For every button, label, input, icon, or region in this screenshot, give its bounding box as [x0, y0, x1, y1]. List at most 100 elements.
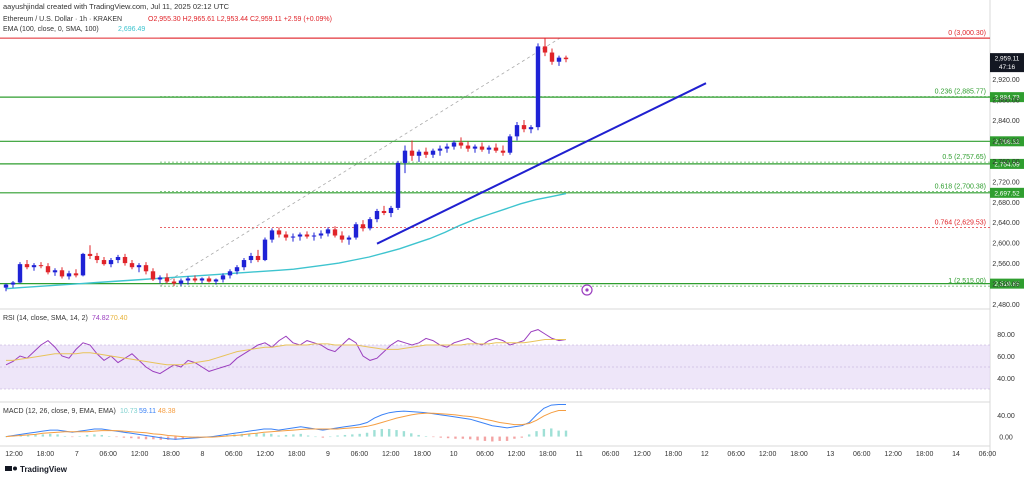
macd-histogram-bar: [255, 433, 258, 437]
time-tick-label: 18:00: [665, 451, 683, 458]
fib-label: 0.618 (2,700.38): [935, 183, 986, 190]
time-tick-label: 12:00: [759, 451, 777, 458]
macd-histogram-bar: [292, 434, 295, 437]
candle-body: [514, 125, 520, 137]
macd-histogram-bar: [130, 436, 133, 439]
time-tick-label: 12:00: [131, 451, 149, 458]
rsi-ma-line: [6, 339, 566, 366]
candle-body: [59, 270, 65, 277]
price-tick-label: 2,880.00: [992, 98, 1019, 105]
ema-legend: EMA (100, close, 0, SMA, 100): [3, 26, 99, 33]
candle-body: [507, 136, 513, 153]
macd-histogram-bar: [63, 436, 67, 437]
macd-histogram-bar: [284, 434, 288, 437]
candle-body: [500, 150, 506, 153]
time-tick-label: 12:00: [256, 451, 274, 458]
macd-histogram-bar: [424, 436, 428, 437]
macd-histogram-bar: [321, 436, 325, 438]
candle-body: [234, 267, 240, 272]
candle-body: [318, 233, 324, 236]
time-tick-label: 18:00: [539, 451, 557, 458]
candle-body: [73, 273, 79, 276]
candle-body: [115, 256, 121, 261]
fib-levels: 0 (3,000.30) 0.236 (2,885.77) 0.5 (2,757.6…: [159, 30, 990, 287]
ema-series: [5, 192, 567, 290]
candle-body: [290, 236, 296, 238]
candle-body: [402, 150, 408, 163]
candle-body: [458, 142, 464, 146]
macd-signal-value: 48.38: [158, 408, 176, 415]
macd-histogram-bar: [343, 434, 347, 437]
trendline: [376, 82, 707, 245]
candle-body: [199, 278, 205, 281]
support-line-badge: [990, 136, 1024, 147]
support-line-label: 2,884.73: [994, 95, 1020, 102]
macd-histogram-bar: [71, 436, 74, 438]
candle-body: [24, 264, 30, 268]
fib-label: 0.236 (2,885.77): [935, 89, 986, 96]
time-tick-label: 9: [326, 451, 330, 458]
macd-histogram-bar: [417, 434, 420, 437]
fib-label: 0 (3,000.30): [948, 30, 986, 37]
candle-body: [143, 265, 149, 272]
macd-signal-line: [5, 410, 566, 438]
macd-histogram-bar: [306, 435, 310, 437]
price-tick-label: 2,920.00: [992, 77, 1019, 84]
fib-label: 1 (2,515.00): [948, 278, 986, 285]
current-price-label: 2,959.11: [995, 56, 1020, 63]
candle-body: [409, 150, 415, 156]
time-tick-label: 06:00: [727, 451, 745, 458]
candle-body: [66, 273, 72, 277]
macd-histogram-bar: [410, 433, 413, 437]
candle-body: [87, 253, 93, 256]
macd-histogram-bar: [542, 428, 546, 437]
candle-body: [521, 125, 527, 130]
rsi-value: 74.82: [92, 315, 110, 322]
candle-body: [10, 282, 16, 285]
candle-body: [416, 151, 422, 156]
macd-histogram-bar: [432, 436, 435, 438]
macd-histogram-bar: [247, 433, 251, 437]
macd-histogram-bar: [461, 436, 465, 439]
support-line-label: 2,798.32: [994, 139, 1020, 146]
macd-histogram-bar: [93, 434, 96, 437]
time-tick-label: 11: [576, 451, 583, 458]
time-tick-label: 12: [701, 451, 709, 458]
macd-histogram-bar: [358, 433, 361, 437]
candle-body: [563, 57, 569, 60]
alert-marker-icon[interactable]: [581, 284, 593, 296]
macd-histogram-bar: [181, 436, 185, 439]
macd-histogram-bar: [535, 431, 538, 437]
candle-body: [542, 46, 548, 53]
rsi-tick-label: 60.00: [997, 354, 1015, 361]
time-tick-label: 06:00: [99, 451, 117, 458]
candle-body: [493, 147, 499, 151]
time-tick-label: 18:00: [162, 451, 180, 458]
candle-body: [360, 224, 366, 229]
time-tick-label: 06:00: [351, 451, 369, 458]
macd-histogram-bar: [483, 436, 487, 441]
macd-histogram-bar: [85, 434, 89, 437]
time-tick-label: 12:00: [382, 451, 400, 458]
candle-body: [535, 46, 541, 128]
candle-body: [276, 230, 282, 235]
support-line-badge: [990, 158, 1024, 169]
rsi-ma-value: 70.40: [110, 315, 128, 322]
macd-histogram-bar: [4, 436, 8, 438]
candle-body: [255, 255, 261, 261]
candle-body: [381, 210, 387, 214]
time-tick-label: 12:00: [884, 451, 902, 458]
macd-histogram-bar: [314, 436, 317, 438]
time-tick-label: 12:00: [5, 451, 23, 458]
candle-body: [206, 278, 212, 282]
candle-body: [38, 265, 44, 267]
candle-body: [311, 235, 317, 237]
time-tick-label: 06:00: [853, 451, 871, 458]
candle-body: [367, 219, 373, 229]
candle-body: [472, 146, 478, 149]
candle-body: [220, 275, 226, 280]
macd-histogram-bar: [49, 433, 52, 437]
candle-body: [150, 271, 156, 280]
price-axis: 2,920.00 2,880.00 2,840.00 2,800.00 2,760.00…: [0, 37, 1024, 309]
